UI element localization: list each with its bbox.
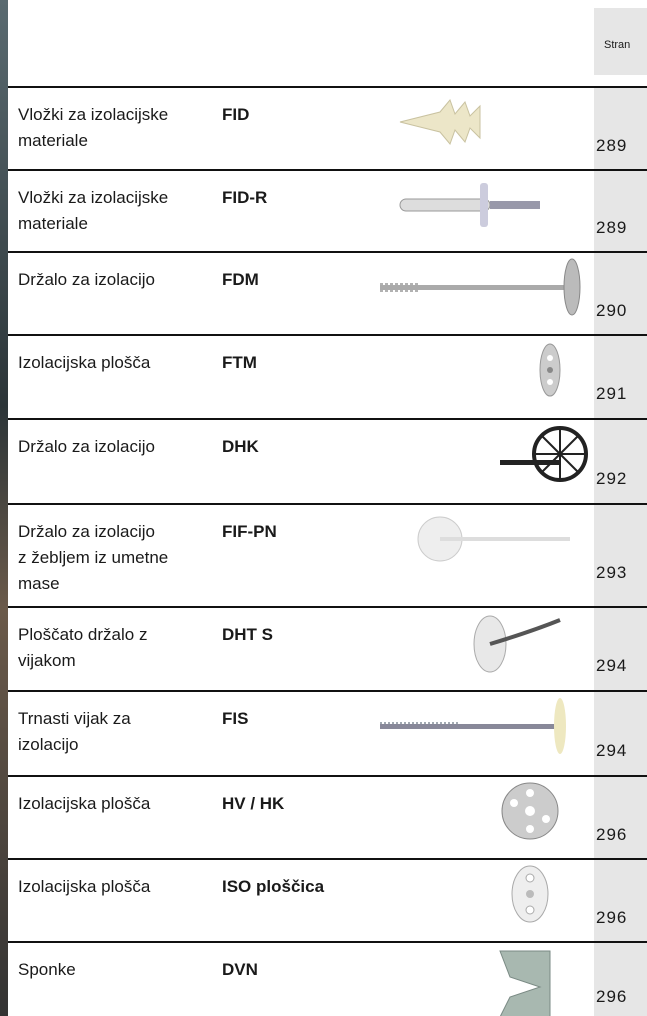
catalog-page: Stran Vložki za izolacijskematerialeFID2…: [0, 0, 647, 1016]
product-image: [380, 340, 590, 414]
product-image: [380, 612, 590, 686]
product-name: FIF-PN: [222, 519, 277, 545]
product-name: DHK: [222, 434, 259, 460]
page-number: 291: [596, 384, 627, 404]
product-name: FID: [222, 102, 249, 128]
description-line: mase: [18, 571, 168, 597]
description-line: Vložki za izolacijske: [18, 185, 168, 211]
description-line: Izolacijska plošča: [18, 791, 150, 817]
description: Sponke: [18, 957, 76, 983]
description: Držalo za izolacijo: [18, 267, 155, 293]
product-image: [380, 947, 590, 1016]
product-name: DVN: [222, 957, 258, 983]
page-number: 290: [596, 301, 627, 321]
page-number: 296: [596, 908, 627, 928]
product-name: DHT S: [222, 622, 273, 648]
product-name: ISO ploščica: [222, 874, 324, 900]
page-number: 294: [596, 741, 627, 761]
description: Izolacijska plošča: [18, 874, 150, 900]
description-line: Izolacijska plošča: [18, 350, 150, 376]
product-name: HV / HK: [222, 791, 284, 817]
description-line: Sponke: [18, 957, 76, 983]
product-name: FID-R: [222, 185, 267, 211]
description-line: Držalo za izolacijo: [18, 519, 168, 545]
page-number: 294: [596, 656, 627, 676]
description-line: materiale: [18, 211, 168, 237]
description: Izolacijska plošča: [18, 791, 150, 817]
product-image: [380, 509, 590, 583]
description-line: izolacijo: [18, 732, 131, 758]
description-line: Izolacijska plošča: [18, 874, 150, 900]
page-number: 292: [596, 469, 627, 489]
page-number: 289: [596, 218, 627, 238]
product-image: [380, 175, 590, 249]
description-line: materiale: [18, 128, 168, 154]
product-image: [380, 257, 590, 331]
description-line: Vložki za izolacijske: [18, 102, 168, 128]
description-line: Držalo za izolacijo: [18, 434, 155, 460]
description-line: Držalo za izolacijo: [18, 267, 155, 293]
product-image: [380, 696, 590, 770]
photo-edge: [0, 0, 8, 1016]
description: Držalo za izolacijo: [18, 434, 155, 460]
description-line: Ploščato držalo z: [18, 622, 147, 648]
description-line: Trnasti vijak za: [18, 706, 131, 732]
product-name: FTM: [222, 350, 257, 376]
product-name: FIS: [222, 706, 248, 732]
product-image: [380, 424, 590, 498]
page-number: 296: [596, 987, 627, 1007]
product-image: [380, 864, 590, 938]
page-number: 289: [596, 136, 627, 156]
product-image: [380, 92, 590, 166]
page-column-label: Stran: [604, 39, 630, 51]
product-image: [380, 781, 590, 855]
description-line: z žebljem iz umetne: [18, 545, 168, 571]
product-name: FDM: [222, 267, 259, 293]
page-number: 293: [596, 563, 627, 583]
description: Izolacijska plošča: [18, 350, 150, 376]
page-number: 296: [596, 825, 627, 845]
description-line: vijakom: [18, 648, 147, 674]
